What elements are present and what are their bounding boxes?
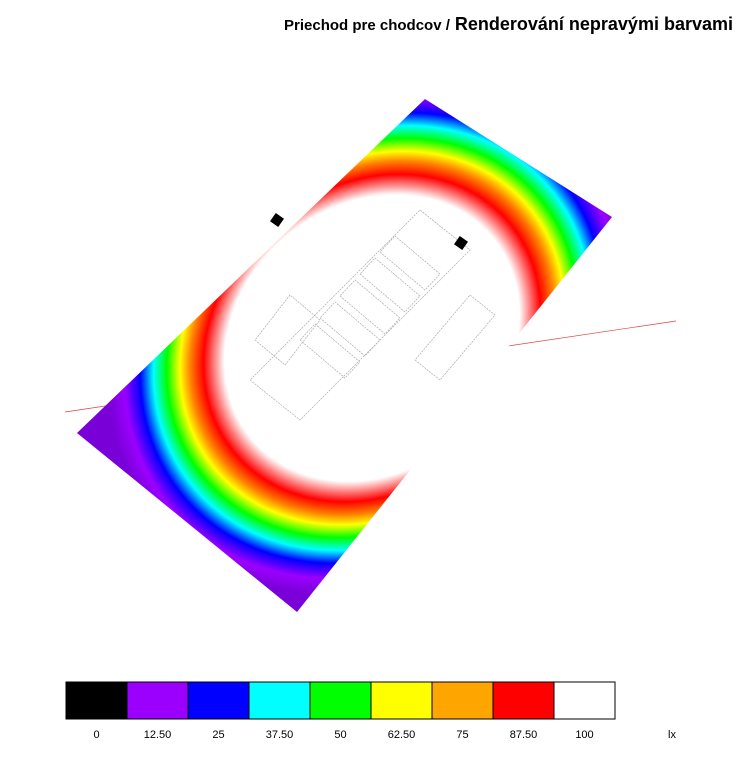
marker [454, 236, 468, 250]
legend-unit: lx [668, 729, 676, 741]
legend-label: 25 [212, 729, 224, 741]
legend-swatch [126, 681, 189, 720]
legend-swatch [370, 681, 433, 720]
rendering [64, 99, 677, 612]
legend-label: 62.50 [388, 729, 416, 741]
legend-label: 0 [93, 729, 99, 741]
legend-swatch [248, 681, 311, 720]
legend-label: 50 [334, 729, 346, 741]
legend-swatch [309, 681, 372, 720]
marker [270, 213, 284, 227]
title-main: Renderování nepravými barvami [455, 14, 733, 34]
plan-lines [249, 209, 496, 421]
legend-label: 37.50 [266, 729, 294, 741]
legend-label: 12.50 [144, 729, 172, 741]
legend-swatch [431, 681, 494, 720]
legend-swatch [65, 681, 128, 720]
false-color-plane [77, 99, 612, 612]
subtitle: Priechod pre chodcov / [284, 17, 451, 34]
legend-swatch [492, 681, 555, 720]
legend-swatch [553, 681, 616, 720]
legend-label: 75 [456, 729, 468, 741]
title: Priechod pre chodcov / Renderování neprav… [284, 14, 733, 34]
legend-swatch [187, 681, 250, 720]
legend: 0 12.50 25 37.50 50 62.50 75 87.50 100 lx [65, 681, 676, 741]
legend-label: 100 [575, 729, 593, 741]
legend-label: 87.50 [510, 729, 538, 741]
